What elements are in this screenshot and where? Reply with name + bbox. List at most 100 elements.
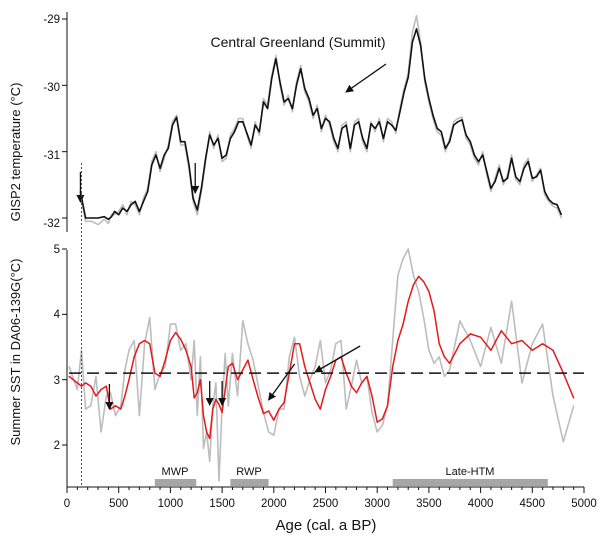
gisp2-data-point [391, 124, 393, 126]
gisp2-data-point [171, 121, 174, 123]
sst-data-point [438, 343, 440, 345]
gisp2-data-point [213, 144, 215, 146]
sst-data-point [209, 460, 211, 462]
gisp2-data-point [457, 121, 459, 123]
sst-data-point [242, 320, 244, 322]
sst-data-point [443, 375, 446, 377]
event-arrow [314, 345, 361, 373]
sst-data-point [469, 333, 471, 335]
sst-data-point [480, 366, 482, 368]
gisp2-data-point [97, 224, 99, 226]
gisp2-data-point [217, 137, 219, 139]
sst-data-point [412, 284, 414, 286]
sst-data-point [371, 395, 373, 397]
sst-data-point [304, 395, 306, 397]
sst-data-point [309, 382, 311, 384]
gisp2-data-point [353, 124, 356, 126]
gisp2-data-point [126, 214, 128, 216]
sst-data-point [196, 392, 198, 394]
gisp2-data-point [225, 154, 227, 156]
sst-data-point [202, 447, 205, 449]
gisp2-data-point [465, 134, 467, 136]
sst-data-point [376, 421, 378, 423]
gisp2-data-point [221, 161, 223, 163]
sst-data-point [247, 359, 249, 361]
gisp2-data-point [453, 124, 455, 126]
sst-data-point [212, 408, 214, 410]
sst-data-point [143, 339, 146, 342]
sst-data-point [138, 415, 140, 417]
gisp2-data-point [176, 116, 178, 118]
top-y-ticks [62, 18, 67, 219]
gisp2-data-point [91, 217, 93, 219]
gisp2-data-point [473, 157, 475, 159]
sst-data-point [242, 369, 244, 371]
sst-data-point [109, 392, 112, 394]
sst-data-point [376, 431, 378, 433]
gisp2-data-point [324, 114, 327, 116]
sst-data-point [500, 330, 502, 332]
sst-data-point [252, 359, 254, 361]
sst-data-point [202, 415, 205, 417]
gisp2-data-point [382, 137, 385, 139]
gisp2-data-point [130, 204, 132, 206]
bottom-arrows [105, 345, 361, 410]
gisp2-data-point [448, 141, 451, 143]
gisp2-data-point [242, 117, 244, 120]
top-y-tick-label: -30 [43, 82, 60, 94]
sst-data-point [392, 366, 394, 368]
gisp2-data-point [287, 98, 289, 100]
x-tick-labels: 0 500 1000 1500 2000 2500 3000 3500 4000… [64, 498, 597, 510]
gisp2-data-point [171, 124, 174, 126]
sst-data-point [392, 339, 394, 342]
sst-data-point [133, 339, 135, 342]
sst-panel: 5 4 3 2 0 500 1000 1500 2000 2500 3000 3… [8, 244, 597, 534]
sst-data-point [381, 424, 383, 426]
gisp2-data-point [275, 54, 277, 57]
sst-data-point [190, 379, 192, 381]
gisp2-data-point [333, 141, 335, 143]
gisp2-data-point [436, 131, 438, 133]
sst-data-point [68, 375, 70, 377]
sst-data-point [224, 352, 226, 355]
gisp2-data-point [113, 214, 116, 216]
gisp2-data-point [221, 157, 223, 159]
sst-data-point [531, 343, 533, 345]
gisp2-data-point [395, 132, 397, 134]
sst-data-point [573, 405, 575, 407]
gisp2-data-point [134, 200, 136, 203]
sst-data-point [133, 356, 135, 358]
sst-data-point [180, 349, 182, 351]
gisp2-data-point [312, 117, 314, 120]
gisp2-data-point [238, 121, 240, 123]
sst-data-point [448, 369, 451, 371]
sst-data-point [76, 382, 78, 384]
gisp2-data-point [548, 198, 550, 201]
sst-data-point [252, 379, 254, 381]
sst-data-point [490, 349, 492, 351]
sst-data-point [319, 339, 321, 342]
sst-data-point [366, 375, 368, 377]
sst-data-point [330, 375, 332, 377]
gisp2-data-point [304, 88, 306, 90]
gisp2-data-point [552, 205, 554, 207]
sst-data-point [417, 290, 420, 293]
gisp2-data-point [200, 187, 203, 189]
sst-data-point [180, 338, 182, 340]
gisp2-data-point [556, 207, 558, 209]
gisp2-data-point [539, 167, 542, 169]
sst-data-point [552, 349, 554, 351]
gisp2-data-point [324, 117, 327, 120]
sst-data-point [199, 379, 201, 381]
sst-data-point [209, 437, 211, 440]
gisp2-data-point [262, 101, 265, 103]
sst-data-point [174, 323, 177, 325]
sst-data-point [124, 395, 126, 397]
gisp2-data-point [469, 141, 471, 143]
gisp2-data-point [519, 184, 521, 186]
gisp2-data-point [552, 202, 554, 205]
gisp2-data-point [85, 220, 87, 222]
sst-data-point [257, 397, 259, 399]
gisp2-data-point [366, 151, 368, 153]
gisp2-data-point [341, 127, 343, 130]
